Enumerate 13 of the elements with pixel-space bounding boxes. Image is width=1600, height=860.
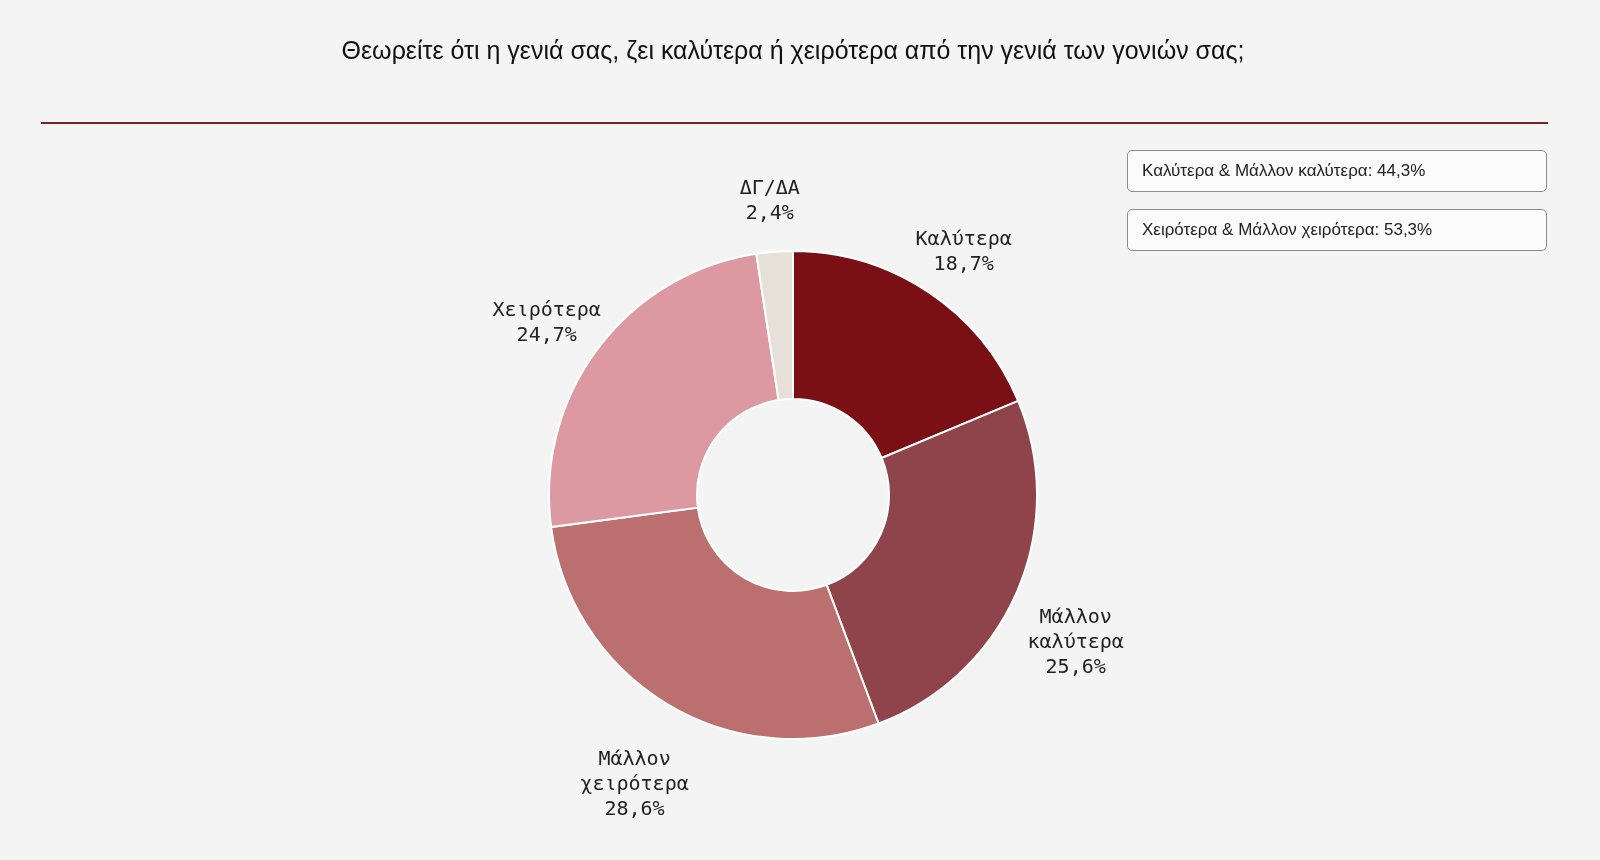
slice-label: ΔΓ/ΔΑ xyxy=(739,174,800,199)
data-label: 24,7% xyxy=(516,322,577,347)
slice-label: Μάλλον καλύτερα xyxy=(1027,604,1124,654)
text: Χειρότερα & Μάλλον χειρότερα: 53,3% xyxy=(1127,209,1547,251)
data-label: 2,4% xyxy=(745,199,794,224)
text: Καλύτερα & Μάλλον καλύτερα: 44,3% xyxy=(1127,150,1547,192)
chart-title: Θεωρείτε ότι η γενιά σας, ζει καλύτερα ή χειρότερα από την γενιά των γονιών σας; xyxy=(340,36,1246,65)
data-label: 25,6% xyxy=(1045,654,1106,679)
slice-label: Μάλλον χειρότερα xyxy=(580,746,689,796)
data-label: 28,6% xyxy=(604,796,665,821)
data-label: 18,7% xyxy=(933,250,994,275)
slice-label: Χειρότερα xyxy=(492,297,601,322)
slice-label: Καλύτερα xyxy=(915,225,1012,250)
